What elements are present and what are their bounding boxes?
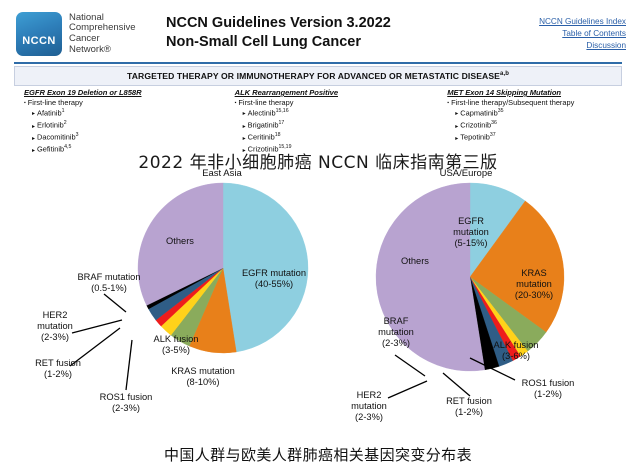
therapy-drug-ref: 17 — [278, 120, 285, 127]
header-links: NCCN Guidelines Index Table of Contents … — [539, 16, 626, 53]
therapy-drug-item: Erlotinib2 — [32, 119, 217, 131]
therapy-drug-item: Tepotinib37 — [455, 131, 622, 143]
pie-label-her2-east-asia: HER2 mutation (2-3%) — [37, 310, 73, 342]
therapy-drug-name: Afatinib — [37, 108, 62, 118]
section-banner-footnote: a,b — [500, 71, 509, 78]
pie-chart-usa-europe-svg — [375, 182, 565, 372]
therapy-drug-item: Ceritinib18 — [243, 131, 420, 143]
pie-slice-others — [375, 182, 485, 372]
therapy-column-subheading: First-line therapy/Subsequent therapy — [447, 98, 622, 107]
chart-region: East Asia USA/Europe EGFR mutation (40-5… — [0, 168, 636, 443]
therapy-column-alk: ALK Rearrangement Positive First-line th… — [217, 88, 420, 153]
chart-title-usa-europe: USA/Europe — [439, 168, 493, 179]
therapy-drug-name: Tepotinib — [460, 132, 490, 142]
pie-label-egfr-east-asia: EGFR mutation (40-55%) — [241, 268, 307, 289]
therapy-drug-ref: 18 — [274, 132, 281, 139]
therapy-drug-name: Ceritinib — [247, 132, 275, 142]
pie-chart-east-asia-svg — [137, 182, 309, 354]
pie-label-ros1-usa-europe: ROS1 fusion (1-2%) — [521, 378, 575, 399]
pie-label-ret-usa-europe: RET fusion (1-2%) — [446, 396, 492, 417]
bottom-caption: 中国人群与欧美人群肺癌相关基因突变分布表 — [163, 446, 472, 464]
leader-ret-right — [442, 372, 471, 397]
therapy-drug-name: Gefitinib — [37, 144, 65, 154]
therapy-drug-item: Alectinib15,16 — [243, 107, 420, 119]
section-banner: TARGETED THERAPY OR IMMUNOTHERAPY FOR AD… — [14, 66, 622, 86]
therapy-drug-ref: 3 — [75, 132, 79, 139]
therapy-drug-name: Dacomitinib — [37, 132, 76, 142]
therapy-drug-name: Brigatinib — [247, 120, 279, 130]
page-title: NCCN Guidelines Version 3.2022 Non-Small… — [166, 14, 391, 52]
therapy-column-heading: MET Exon 14 Skipping Mutation — [447, 88, 562, 97]
pie-label-her2-usa-europe: HER2 mutation (2-3%) — [351, 390, 387, 422]
pie-label-kras-east-asia: KRAS mutation (8-10%) — [171, 366, 235, 387]
page-title-line1: NCCN Guidelines Version 3.2022 — [166, 15, 391, 31]
nccn-logo-wordmark: National Comprehensive Cancer Network® — [69, 11, 136, 55]
pie-label-ros1-east-asia: ROS1 fusion (2-3%) — [99, 392, 153, 413]
pie-label-ret-east-asia: RET fusion (1-2%) — [35, 358, 81, 379]
therapy-drug-ref: 1 — [61, 108, 65, 114]
therapy-drug-ref: 15,16 — [275, 108, 289, 114]
nccn-logo-mark-icon: NCCN — [16, 12, 62, 56]
overlay-title: 2022 年非小细胞肺癌 NCCN 临床指南第三版 — [138, 153, 498, 173]
therapy-drug-name: Erlotinib — [37, 120, 64, 130]
therapy-drug-name: Alectinib — [247, 108, 276, 118]
leader-braf-left — [103, 293, 127, 313]
therapy-drug-item: Crizotinib36 — [455, 119, 622, 131]
therapy-drug-ref: 15,19 — [278, 144, 292, 151]
header-divider — [14, 62, 622, 64]
therapy-drug-name: Crizotinib — [460, 120, 492, 130]
pie-slice-others — [137, 182, 224, 306]
link-discussion[interactable]: Discussion — [586, 41, 626, 51]
pie-label-alk-east-asia: ALK fusion (3-5%) — [153, 334, 199, 355]
therapy-column-subheading: First-line therapy — [24, 98, 217, 107]
nccn-logo-mark-text: NCCN — [22, 35, 56, 47]
therapy-drug-item: Brigatinib17 — [243, 119, 420, 131]
therapy-drug-ref: 4,5 — [64, 144, 72, 151]
link-table-of-contents[interactable]: Table of Contents — [562, 29, 626, 39]
pie-chart-usa-europe — [375, 182, 565, 372]
link-nccn-guidelines-index[interactable]: NCCN Guidelines Index — [539, 17, 626, 26]
therapy-drug-item: Crizotinib15,19 — [243, 143, 420, 155]
therapy-drug-ref: 2 — [63, 120, 67, 127]
pie-label-kras-usa-europe: KRAS mutation (20-30%) — [514, 268, 554, 300]
leader-ros1-left — [125, 339, 133, 391]
therapy-column-heading: ALK Rearrangement Positive — [234, 88, 338, 97]
section-banner-label: TARGETED THERAPY OR IMMUNOTHERAPY FOR AD… — [127, 71, 501, 81]
therapy-column-egfr: EGFR Exon 19 Deletion or L858R First-lin… — [14, 88, 217, 153]
therapy-drug-item: Capmatinib35 — [455, 107, 622, 119]
therapy-drug-ref: 37 — [489, 132, 496, 139]
therapy-drug-item: Afatinib1 — [32, 107, 217, 119]
section-banner-text: TARGETED THERAPY OR IMMUNOTHERAPY FOR AD… — [127, 71, 509, 81]
pie-label-egfr-usa-europe: EGFR mutation (5-15%) — [453, 216, 489, 248]
nccn-header: NCCN National Comprehensive Cancer Netwo… — [0, 0, 636, 64]
pie-chart-east-asia — [137, 182, 309, 354]
therapy-drug-item: Gefitinib4,5 — [32, 143, 217, 155]
pie-label-braf-east-asia: BRAF mutation (0.5-1%) — [77, 272, 141, 293]
therapy-column-subheading: First-line therapy — [235, 98, 420, 107]
pie-slice-kras-mutation — [469, 200, 565, 333]
pie-slice-egfr-mutation — [222, 182, 309, 353]
pie-label-alk-usa-europe: ALK fusion (3-6%) — [493, 340, 539, 361]
therapy-drug-name: Capmatinib — [460, 108, 498, 118]
therapy-drug-ref: 36 — [491, 120, 497, 127]
nccn-logo: NCCN National Comprehensive Cancer Netwo… — [16, 12, 136, 56]
therapy-column-met: MET Exon 14 Skipping Mutation First-line… — [419, 88, 622, 146]
therapy-column-heading: EGFR Exon 19 Deletion or L858R — [24, 88, 142, 97]
therapy-drug-name: Crizotinib — [247, 144, 279, 154]
therapy-columns: EGFR Exon 19 Deletion or L858R First-lin… — [14, 88, 622, 153]
chart-title-east-asia: East Asia — [202, 168, 242, 179]
pie-label-braf-usa-europe: BRAF mutation (2-3%) — [378, 316, 414, 348]
pie-label-others-east-asia: Others — [166, 236, 194, 246]
pie-label-others-usa-europe: Others — [401, 256, 429, 266]
therapy-drug-item: Dacomitinib3 — [32, 131, 217, 143]
page-title-line2: Non-Small Cell Lung Cancer — [166, 34, 361, 50]
therapy-drug-ref: 35 — [497, 108, 504, 114]
